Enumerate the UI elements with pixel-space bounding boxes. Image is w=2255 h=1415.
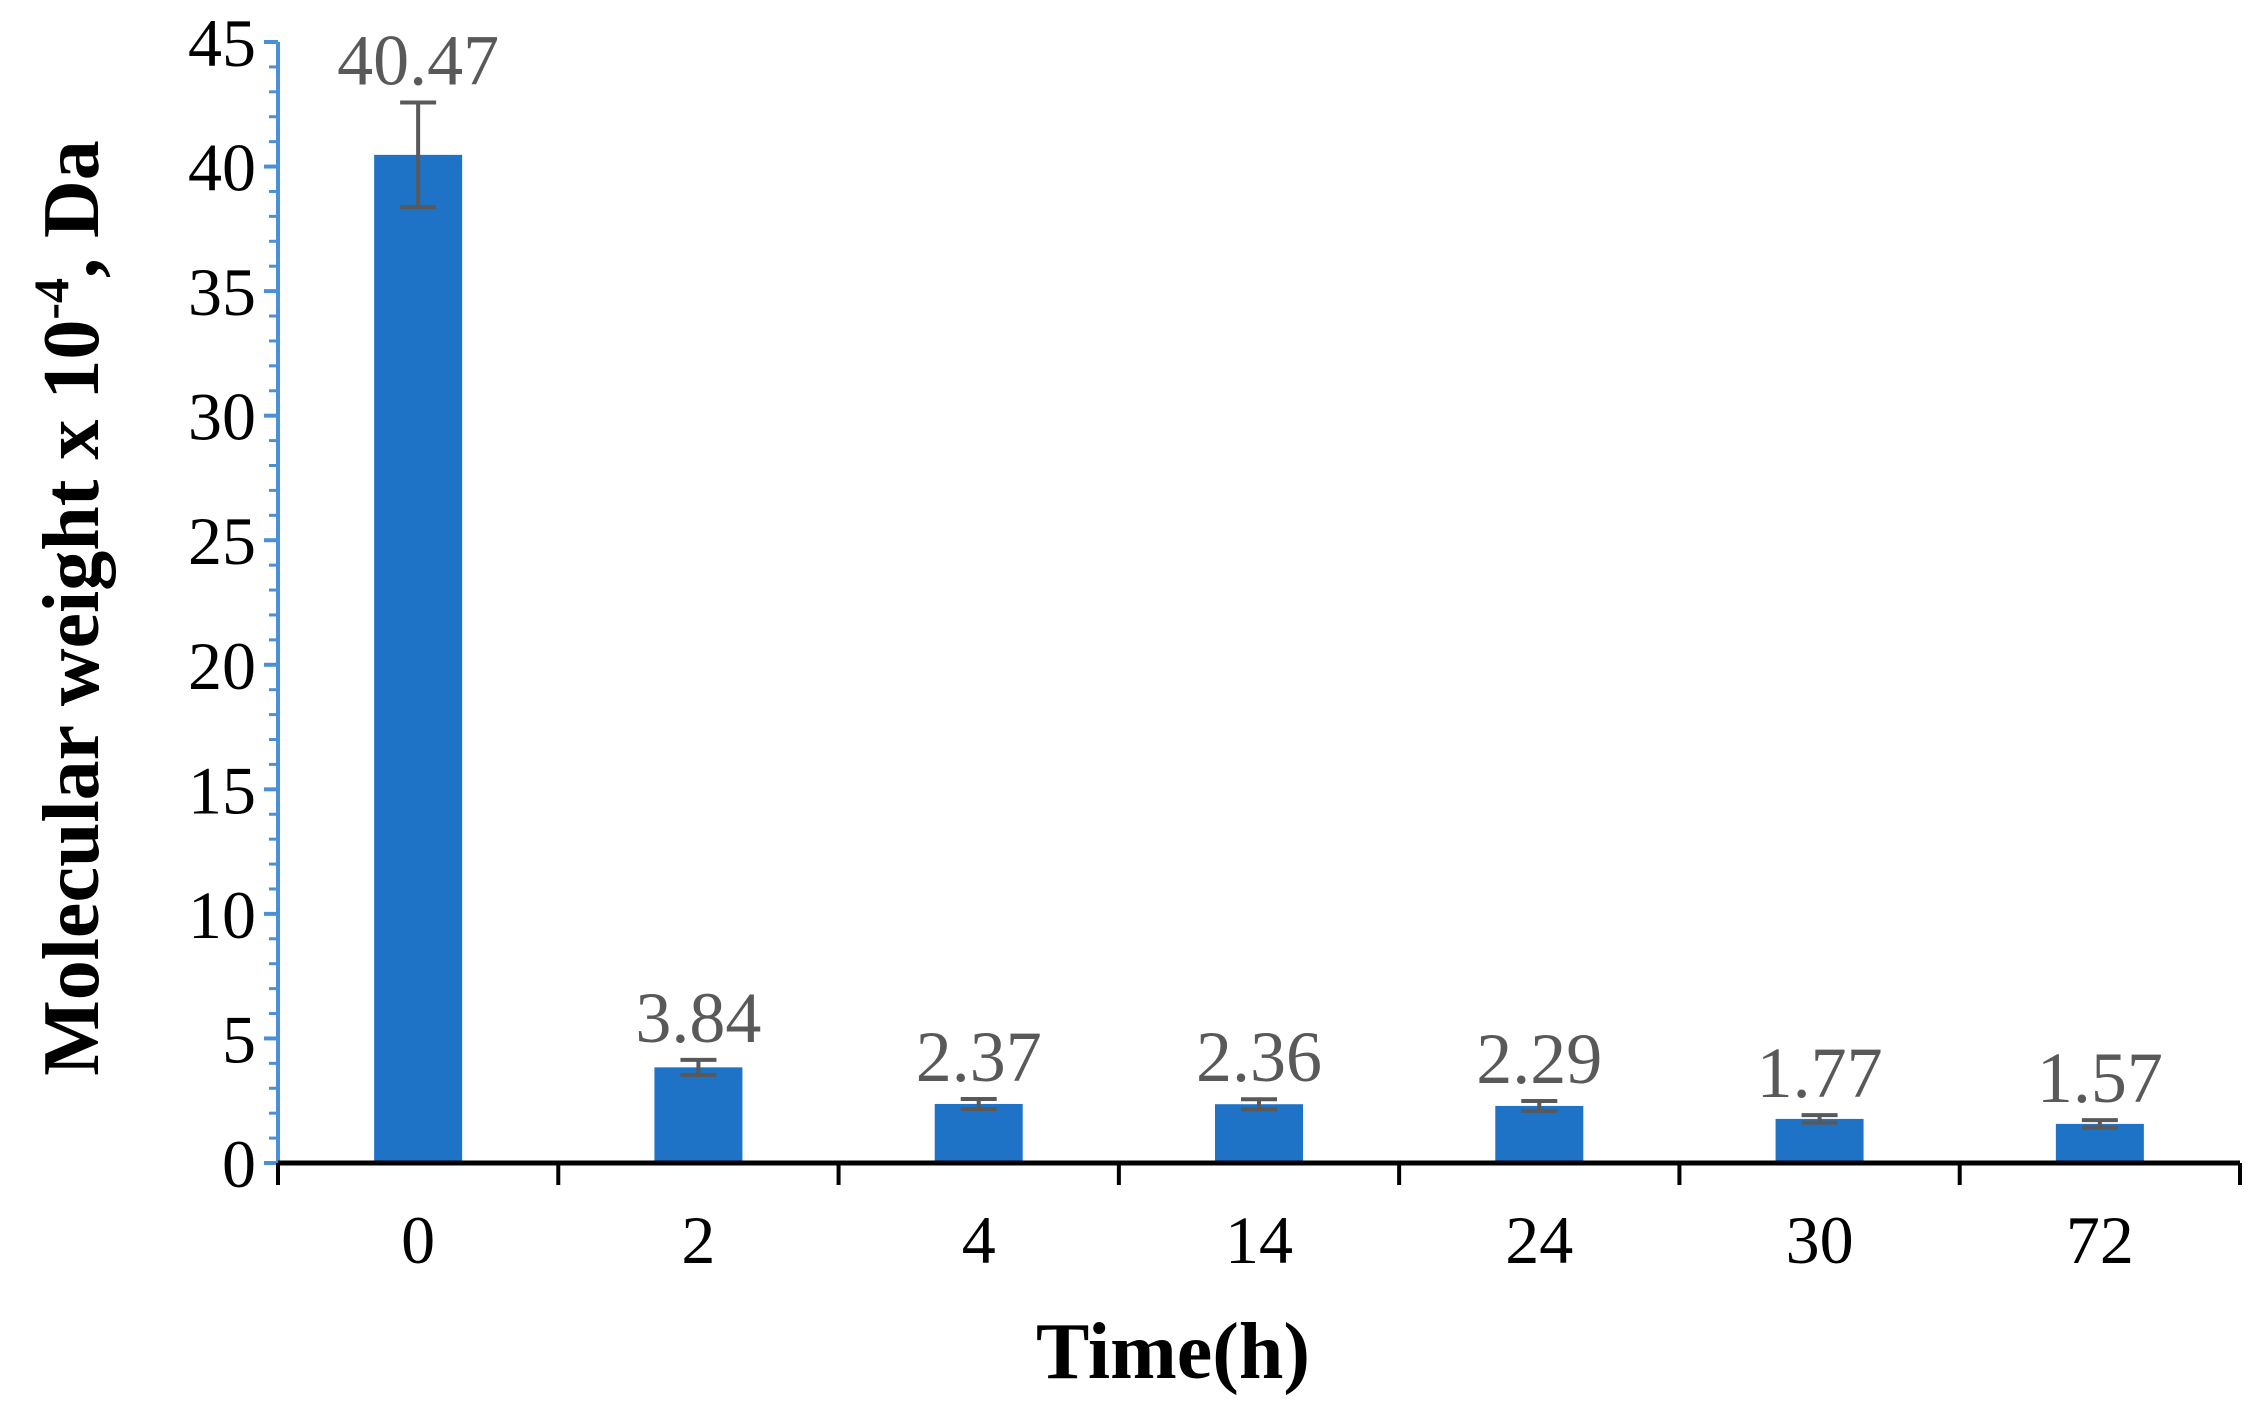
y-axis: 0 5 10 15 20 25 30 35 40 45 (188, 5, 280, 1202)
data-labels: 40.47 3.84 2.37 2.36 2.29 1.77 1.57 (337, 21, 2163, 1119)
x-axis-title: Time(h) (1036, 1308, 1310, 1396)
y-tick-label: 30 (188, 379, 256, 455)
y-axis-title-suffix: , Da (28, 140, 116, 278)
bar-30 (1775, 1118, 1864, 1163)
y-tick-label: 15 (188, 752, 256, 828)
y-axis-title-main: Molecular weight x 10 (28, 320, 116, 1076)
bar-14 (1215, 1104, 1303, 1163)
data-label-14: 2.36 (1196, 1017, 1322, 1097)
y-tick-label: 40 (188, 130, 256, 206)
x-tick-label: 24 (1505, 1202, 1573, 1278)
bar-72 (2055, 1123, 2144, 1163)
x-tick-label: 2 (681, 1202, 715, 1278)
x-tick-label: 30 (1786, 1202, 1854, 1278)
data-label-72: 1.57 (2037, 1038, 2163, 1118)
data-label-2: 3.84 (635, 978, 761, 1058)
y-tick-label: 25 (188, 503, 256, 579)
x-tick-label: 4 (962, 1202, 996, 1278)
bar-24 (1495, 1105, 1584, 1163)
x-tick-label: 14 (1225, 1202, 1293, 1278)
bar-0 (374, 154, 463, 1163)
bar-4 (934, 1103, 1023, 1163)
y-tick-label: 0 (222, 1126, 256, 1202)
data-label-4: 2.37 (916, 1017, 1042, 1097)
y-tick-label: 45 (188, 5, 256, 81)
y-axis-title-superscript: -4 (23, 278, 79, 320)
y-axis-title: Molecular weight x 10-4, Da (23, 140, 116, 1076)
data-label-30: 1.77 (1757, 1033, 1883, 1113)
x-tick-label: 72 (2066, 1202, 2134, 1278)
bar-2 (654, 1067, 743, 1163)
y-tick-label: 20 (188, 628, 256, 704)
x-tick-label: 0 (401, 1202, 435, 1278)
bars (374, 100, 2144, 1163)
x-axis: 0 2 4 14 24 30 72 (276, 1160, 2242, 1278)
data-label-0: 40.47 (337, 21, 499, 101)
y-tick-label: 10 (188, 877, 256, 953)
y-tick-label: 5 (222, 1001, 256, 1077)
data-label-24: 2.29 (1476, 1019, 1602, 1099)
y-tick-label: 35 (188, 254, 256, 330)
